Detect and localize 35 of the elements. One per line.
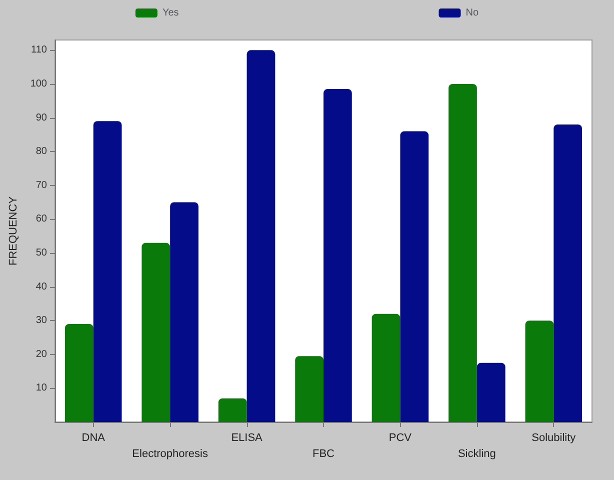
bar [525, 320, 554, 422]
bar [400, 131, 429, 422]
bar [324, 89, 352, 422]
x-tick-label: DNA [82, 432, 106, 444]
x-tick-label: PCV [388, 432, 412, 444]
y-tick-label: 30 [36, 315, 48, 326]
bar [448, 84, 477, 422]
bar [295, 356, 324, 422]
legend-label: No [466, 8, 479, 18]
x-tick-label: FBC [312, 448, 335, 460]
legend-label: Yes [162, 8, 179, 18]
bar [170, 202, 198, 422]
y-tick-label: 100 [30, 78, 48, 90]
y-tick-label: 50 [36, 247, 48, 258]
y-tick-label: 10 [36, 382, 48, 394]
bar [218, 398, 247, 422]
bar [142, 242, 170, 422]
bar [372, 314, 400, 422]
bar [246, 50, 276, 422]
y-tick-label: 110 [31, 44, 48, 56]
bar [93, 121, 122, 422]
bar [64, 324, 94, 422]
x-tick-label: Sickling [458, 448, 496, 460]
x-tick-label: ELISA [231, 432, 264, 444]
y-tick-label: 20 [36, 348, 48, 360]
x-tick-label: Solubility [532, 432, 576, 444]
y-axis-title: FREQUENCY [8, 196, 20, 266]
bar [554, 124, 582, 422]
y-tick-label: 80 [36, 146, 48, 158]
y-tick-label: 70 [36, 180, 48, 191]
bar [476, 362, 506, 422]
y-tick-label: 40 [36, 281, 48, 292]
y-tick-label: 90 [36, 112, 48, 124]
y-tick-label: 60 [36, 214, 48, 225]
x-tick-label: Electrophoresis [132, 448, 208, 460]
